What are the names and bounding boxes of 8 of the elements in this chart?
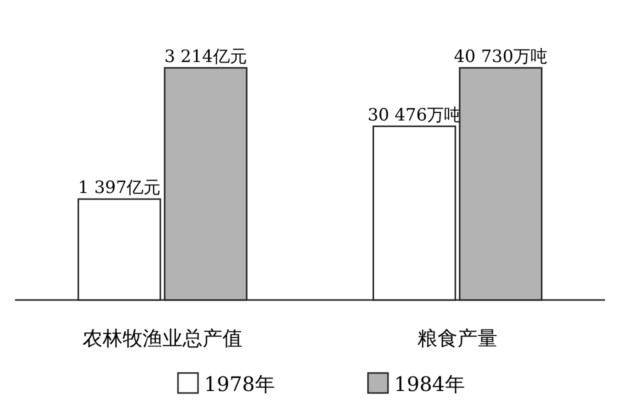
legend-label: 1978年	[204, 372, 275, 396]
x-axis-title: 农林牧渔业总产值	[82, 326, 242, 350]
data-label: 30 476万吨	[368, 105, 462, 126]
data-label: 3 214亿元	[164, 46, 248, 67]
data-label: 1 397亿元	[78, 178, 161, 198]
legend-label: 1984年	[394, 372, 465, 396]
x-axis-title: 粮食产量	[418, 326, 498, 350]
data-label: 40 730万吨	[454, 46, 548, 67]
